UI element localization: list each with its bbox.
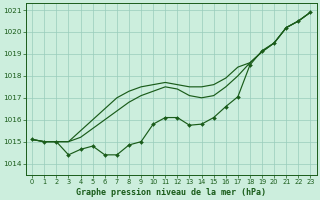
X-axis label: Graphe pression niveau de la mer (hPa): Graphe pression niveau de la mer (hPa) — [76, 188, 266, 197]
